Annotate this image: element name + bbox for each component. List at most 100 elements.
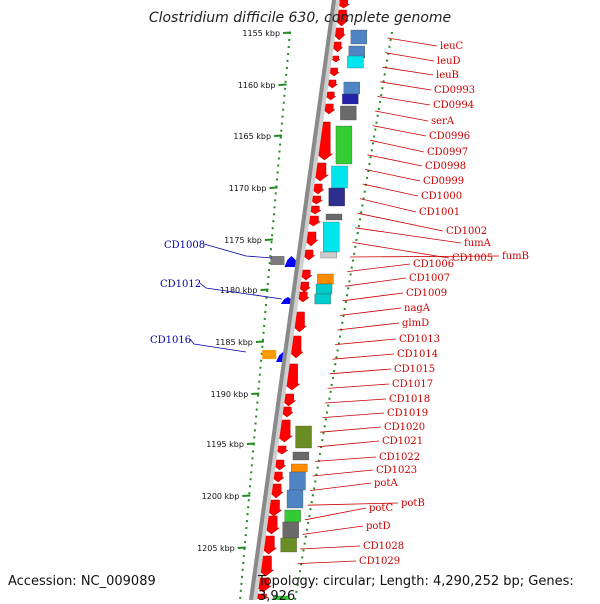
feature-block-18[interactable] [291,463,308,473]
feature-block-21[interactable] [284,509,301,523]
gene-arrow-forward-5[interactable] [331,55,341,63]
forward-gene-label[interactable]: CD1028 [363,541,404,552]
forward-gene-label[interactable]: potB [401,498,425,509]
forward-gene-label[interactable]: CD1000 [421,191,462,202]
gene-arrow-forward-6[interactable] [328,67,340,77]
feature-block-19[interactable] [289,471,306,491]
reverse-gene-label[interactable]: CD1016 [150,335,191,346]
kbp-tick-layer: 1155 kbp 1160 kbp 1165 kbp 1170 kbp 1175 kbp… [197,29,292,553]
forward-gene-label[interactable]: leuC [440,41,464,52]
forward-label-leader [310,482,372,491]
feature-block-20[interactable] [286,489,304,509]
map-title: Clostridium difficile 630, complete geno… [148,10,452,26]
feature-block-3[interactable] [347,55,364,69]
feature-block-9[interactable] [328,187,345,207]
feature-block-13[interactable] [317,273,334,285]
feature-block-11[interactable] [323,221,340,253]
reverse-gene-label[interactable]: CD1012 [160,279,201,290]
reverse-label-leader [203,243,273,259]
forward-gene-label[interactable]: potC [369,503,393,514]
forward-gene-label[interactable]: CD1020 [384,422,425,433]
feature-block-24[interactable] [273,595,290,600]
feature-block-14[interactable] [315,283,333,295]
forward-gene-label[interactable]: serA [431,116,455,127]
forward-label-leader [377,96,431,106]
kbp-tick-mark [246,442,255,445]
kbp-tick-label: 1165 kbp [233,132,271,141]
gene-arrow-reverse-1[interactable] [284,256,299,267]
forward-gene-label[interactable]: CD1019 [387,408,428,419]
feature-block-8[interactable] [331,165,348,189]
forward-gene-label[interactable]: CD1013 [399,334,440,345]
feature-block-1[interactable] [350,29,368,45]
forward-gene-label[interactable]: CD1018 [389,394,430,405]
kbp-tick-mark [278,83,287,86]
forward-label-leader [340,307,402,316]
feature-block-4[interactable] [343,81,360,95]
forward-label-leader [327,383,390,389]
feature-block-7[interactable] [335,125,353,165]
gene-arrow-forward-8[interactable] [324,91,337,101]
forward-gene-label[interactable]: nagA [404,303,431,314]
forward-label-leader [300,545,361,550]
kbp-tick-label: 1170 kbp [229,184,267,193]
kbp-tick-label: 1155 kbp [242,29,280,38]
reverse-label-leader [199,282,283,300]
forward-gene-label[interactable]: leuD [437,56,461,67]
feature-block-10[interactable] [325,213,343,221]
forward-gene-label[interactable]: CD0999 [423,176,464,187]
forward-label-leader [347,263,411,272]
forward-gene-label[interactable]: CD1015 [394,364,435,375]
forward-gene-label[interactable]: CD1005 [452,253,493,264]
forward-gene-label[interactable]: potA [374,478,398,489]
forward-label-leader [387,37,438,47]
forward-label-leader [320,426,382,433]
forward-label-leader [379,81,432,91]
forward-gene-label[interactable]: CD1002 [446,226,487,237]
forward-gene-label[interactable]: CD1029 [359,556,400,567]
forward-gene-label[interactable]: CD1014 [397,349,438,360]
feature-block-6[interactable] [340,105,357,121]
forward-gene-label[interactable]: CD1001 [419,207,460,218]
feature-block-5[interactable] [342,93,359,105]
feature-block-12[interactable] [320,251,337,259]
forward-gene-label[interactable]: fumB [502,251,529,262]
forward-gene-label[interactable]: CD1023 [376,465,417,476]
gene-arrow-forward-7[interactable] [326,79,339,89]
kbp-tick-mark [269,186,278,189]
forward-gene-label[interactable]: CD1022 [379,452,420,463]
forward-gene-label[interactable]: CD1009 [406,288,447,299]
feature-block-17[interactable] [292,451,310,461]
forward-gene-label[interactable]: CD0996 [429,131,470,142]
forward-gene-label[interactable]: CD0998 [425,161,466,172]
forward-gene-label[interactable]: CD1007 [409,273,450,284]
feature-block-16[interactable] [295,425,312,449]
kbp-tick-mark [273,134,283,137]
feature-block-15[interactable] [314,293,331,305]
forward-gene-label[interactable]: CD0993 [434,85,475,96]
rev-block-1[interactable] [270,256,285,265]
forward-gene-label[interactable]: leuB [436,70,459,81]
reverse-gene-label[interactable]: CD1008 [164,240,205,251]
gene-arrow-forward-4[interactable] [331,41,344,53]
feature-block-22[interactable] [282,521,299,539]
accession-text: Accession: NC_009089 [8,574,156,589]
forward-label-leader [330,368,392,375]
forward-gene-label[interactable]: CD1006 [413,259,454,270]
kbp-tick-mark [255,340,264,343]
forward-gene-label[interactable]: CD1021 [382,436,423,447]
forward-gene-label[interactable]: glmD [402,318,429,329]
kbp-tick-label: 1180 kbp [220,286,258,295]
forward-gene-label[interactable]: CD0994 [433,100,474,111]
forward-gene-label[interactable]: potD [366,521,390,532]
rev-block-2[interactable] [262,350,277,359]
kbp-tick-mark [283,31,292,34]
forward-label-leader [325,398,387,404]
forward-gene-label[interactable]: CD0997 [427,147,468,158]
kbp-tick-label: 1195 kbp [206,440,244,449]
forward-label-leader [305,507,367,521]
forward-gene-label[interactable]: CD1017 [392,379,433,390]
feature-block-23[interactable] [280,537,297,553]
forward-gene-label[interactable]: fumA [464,238,492,249]
